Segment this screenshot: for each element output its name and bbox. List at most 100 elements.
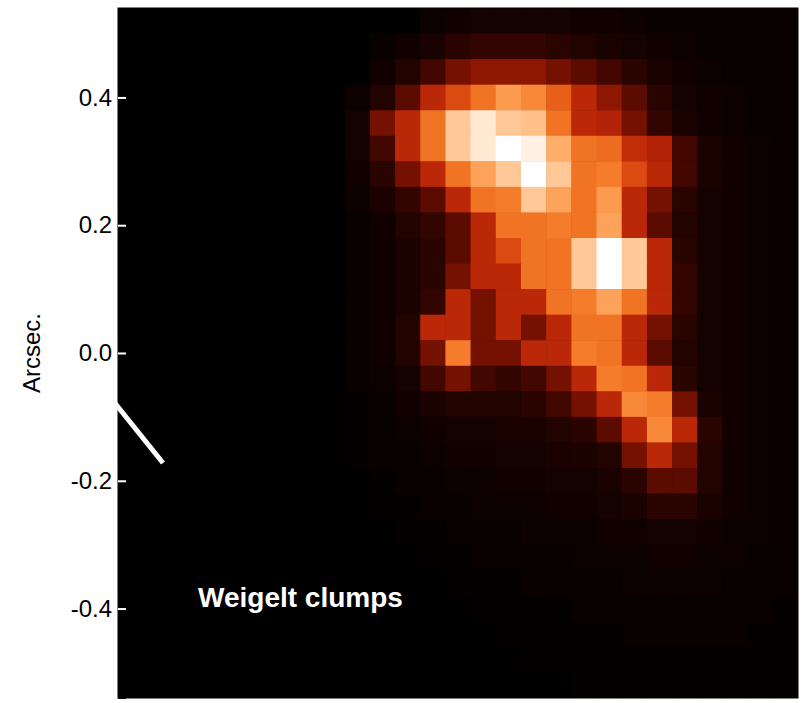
heatmap-cell	[269, 442, 295, 468]
heatmap-cell	[143, 621, 169, 647]
heatmap-cell	[345, 468, 371, 494]
heatmap-cell	[672, 59, 698, 85]
heatmap-cell	[143, 85, 169, 111]
heatmap-cell	[496, 238, 522, 264]
heatmap-cell	[647, 647, 673, 673]
heatmap-cell	[370, 289, 396, 315]
heatmap-cell	[571, 59, 597, 85]
heatmap-cell	[345, 366, 371, 392]
heatmap-cell	[269, 621, 295, 647]
heatmap-cell	[697, 238, 723, 264]
heatmap-cell	[420, 34, 446, 60]
heatmap-cell	[168, 340, 194, 366]
y-tick-mark	[118, 480, 126, 482]
heatmap-cell	[597, 442, 623, 468]
heatmap-cell	[445, 621, 471, 647]
heatmap-cell	[471, 494, 497, 520]
heatmap-cell	[748, 264, 774, 290]
y-tick: -0.2	[71, 467, 126, 494]
heatmap-cell	[773, 340, 798, 366]
heatmap-cell	[496, 8, 522, 34]
heatmap-cell	[194, 85, 220, 111]
heatmap-cell	[597, 59, 623, 85]
heatmap-cell	[647, 621, 673, 647]
heatmap-cell	[521, 315, 547, 341]
y-tick-label: -0.4	[71, 595, 112, 622]
y-tick: 0.0	[79, 339, 126, 366]
heatmap-cell	[622, 315, 648, 341]
heatmap-cell	[370, 366, 396, 392]
heatmap-cell	[395, 442, 421, 468]
heatmap-cell	[319, 442, 345, 468]
heatmap-cell	[647, 212, 673, 238]
heatmap-cell	[647, 672, 673, 698]
heatmap-cell	[773, 34, 798, 60]
heatmap-cell	[647, 85, 673, 111]
heatmap-cell	[420, 366, 446, 392]
heatmap-cell	[647, 238, 673, 264]
heatmap-cell	[697, 340, 723, 366]
heatmap-cell	[496, 570, 522, 596]
heatmap-cell	[546, 85, 572, 111]
heatmap-cell	[244, 672, 270, 698]
heatmap-cell	[597, 391, 623, 417]
heatmap-cell	[521, 519, 547, 545]
heatmap-cell	[118, 8, 144, 34]
heatmap-cell	[697, 85, 723, 111]
heatmap-cell	[622, 238, 648, 264]
heatmap-cell	[420, 212, 446, 238]
heatmap-cell	[143, 519, 169, 545]
heatmap-cell	[748, 289, 774, 315]
heatmap-cell	[571, 570, 597, 596]
heatmap-cell	[143, 494, 169, 520]
heatmap-cell	[521, 238, 547, 264]
heatmap-cell	[395, 519, 421, 545]
heatmap-cell	[748, 59, 774, 85]
heatmap-cell	[294, 621, 320, 647]
heatmap-cell	[345, 136, 371, 162]
heatmap-cell	[194, 647, 220, 673]
heatmap-cell	[219, 85, 245, 111]
heatmap-cell	[546, 672, 572, 698]
heatmap-cell	[496, 289, 522, 315]
heatmap-cell	[269, 110, 295, 136]
heatmap-cell	[370, 110, 396, 136]
heatmap-cell	[521, 545, 547, 571]
heatmap-cell	[445, 468, 471, 494]
heatmap-cell	[597, 494, 623, 520]
heatmap-cell	[546, 417, 572, 443]
heatmap-cell	[622, 366, 648, 392]
heatmap-cell	[345, 8, 371, 34]
heatmap-cell	[319, 8, 345, 34]
heatmap-cell	[773, 315, 798, 341]
heatmap-cell	[194, 264, 220, 290]
heatmap-cell	[722, 442, 748, 468]
heatmap-cell	[143, 136, 169, 162]
heatmap-cell	[244, 264, 270, 290]
heatmap-cell	[773, 238, 798, 264]
heatmap-cell	[143, 161, 169, 187]
heatmap-cell	[722, 161, 748, 187]
heatmap-cell	[672, 136, 698, 162]
heatmap-cell	[294, 85, 320, 111]
heatmap-cell	[647, 187, 673, 213]
heatmap-cell	[294, 34, 320, 60]
heatmap-cell	[143, 34, 169, 60]
heatmap-cell	[748, 85, 774, 111]
heatmap-cell	[319, 647, 345, 673]
heatmap-cell	[546, 59, 572, 85]
heatmap-cell	[395, 110, 421, 136]
heatmap-cell	[496, 621, 522, 647]
heatmap-cell	[219, 187, 245, 213]
heatmap-cell	[697, 366, 723, 392]
heatmap-cell	[143, 391, 169, 417]
heatmap-cell	[571, 468, 597, 494]
heatmap-cell	[722, 289, 748, 315]
heatmap-cell	[672, 34, 698, 60]
heatmap-cell	[697, 161, 723, 187]
heatmap-cell	[471, 647, 497, 673]
heatmap-cell	[773, 161, 798, 187]
heatmap-cell	[194, 340, 220, 366]
heatmap-cell	[521, 621, 547, 647]
heatmap-cell	[143, 647, 169, 673]
